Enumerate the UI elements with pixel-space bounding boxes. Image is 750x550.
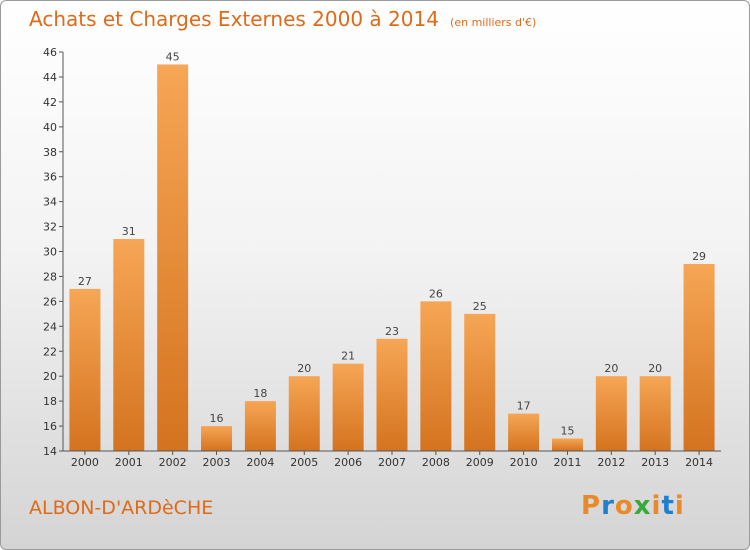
bar bbox=[551, 438, 583, 451]
bar bbox=[244, 401, 276, 451]
logo-letter: r bbox=[601, 491, 615, 521]
y-tick-label: 16 bbox=[43, 420, 57, 433]
bar bbox=[376, 338, 408, 451]
y-tick-label: 26 bbox=[43, 295, 57, 308]
data-label: 15 bbox=[560, 425, 574, 438]
data-label: 20 bbox=[648, 362, 662, 375]
x-tick-label: 2004 bbox=[246, 456, 274, 469]
y-tick-label: 44 bbox=[43, 71, 57, 84]
x-tick-label: 2011 bbox=[553, 456, 581, 469]
logo-letter: x bbox=[633, 491, 652, 521]
x-tick-label: 2000 bbox=[71, 456, 99, 469]
y-tick-label: 38 bbox=[43, 146, 57, 159]
bar bbox=[508, 413, 540, 451]
data-label: 26 bbox=[429, 287, 443, 300]
data-label: 25 bbox=[473, 300, 487, 313]
chart-title: Achats et Charges Externes 2000 à 2014 bbox=[29, 7, 439, 31]
bar bbox=[157, 64, 189, 451]
x-tick-label: 2012 bbox=[597, 456, 625, 469]
data-label: 16 bbox=[210, 412, 224, 425]
data-label: 18 bbox=[253, 387, 267, 400]
logo-letter: i bbox=[651, 491, 662, 521]
y-tick-label: 28 bbox=[43, 270, 57, 283]
chart-title-block: Achats et Charges Externes 2000 à 2014 (… bbox=[29, 7, 536, 31]
y-tick-label: 22 bbox=[43, 345, 57, 358]
y-tick-label: 18 bbox=[43, 395, 57, 408]
x-axis: 2000 2001 2002 2003 2004 2005 2006 2007 2008 2009… bbox=[63, 450, 721, 469]
data-label: 17 bbox=[517, 400, 531, 413]
x-tick-label: 2003 bbox=[203, 456, 231, 469]
x-tick-label: 2001 bbox=[115, 456, 143, 469]
data-label: 31 bbox=[122, 225, 136, 238]
x-tick-label: 2002 bbox=[159, 456, 187, 469]
y-tick-label: 32 bbox=[43, 221, 57, 234]
data-label: 45 bbox=[166, 50, 180, 63]
bar bbox=[464, 313, 496, 451]
x-tick-label: 2009 bbox=[466, 456, 494, 469]
data-label: 23 bbox=[385, 325, 399, 338]
bars: 27 31 45 16 18 20 21 23 26 25 17 15 20 20 29 bbox=[69, 50, 715, 451]
bar bbox=[332, 363, 364, 451]
y-tick-label: 20 bbox=[43, 370, 57, 383]
y-tick-label: 46 bbox=[43, 46, 57, 59]
bar bbox=[288, 376, 320, 451]
x-tick-label: 2013 bbox=[641, 456, 669, 469]
chart-subtitle: (en milliers d'€) bbox=[450, 16, 537, 29]
x-tick-label: 2005 bbox=[290, 456, 318, 469]
y-tick-label: 36 bbox=[43, 171, 57, 184]
x-tick-label: 2007 bbox=[378, 456, 406, 469]
logo-letter: t bbox=[661, 491, 675, 521]
y-tick-label: 14 bbox=[43, 445, 57, 458]
data-label: 20 bbox=[297, 362, 311, 375]
bar bbox=[69, 288, 101, 451]
y-tick-label: 24 bbox=[43, 320, 57, 333]
y-tick-label: 42 bbox=[43, 96, 57, 109]
data-label: 27 bbox=[78, 275, 92, 288]
proxiti-logo: Proxiti bbox=[581, 491, 685, 521]
logo-letter: P bbox=[581, 491, 602, 521]
bar bbox=[595, 376, 627, 451]
bar bbox=[113, 239, 145, 451]
x-tick-label: 2010 bbox=[510, 456, 538, 469]
place-name: ALBON-D'ARDèCHE bbox=[29, 497, 214, 519]
bar bbox=[201, 426, 233, 451]
data-label: 21 bbox=[341, 350, 355, 363]
data-label: 20 bbox=[604, 362, 618, 375]
y-tick-label: 40 bbox=[43, 121, 57, 134]
y-tick-label: 34 bbox=[43, 196, 57, 209]
bar bbox=[420, 301, 452, 451]
y-tick-label: 30 bbox=[43, 246, 57, 259]
bar bbox=[683, 263, 715, 451]
data-label: 29 bbox=[692, 250, 706, 263]
x-tick-label: 2014 bbox=[685, 456, 713, 469]
y-axis: 14 16 18 20 22 24 26 28 30 32 34 36 38 40 42 44 46 bbox=[43, 46, 64, 458]
logo-letter: i bbox=[674, 491, 685, 521]
bar bbox=[639, 376, 671, 451]
logo-letter: o bbox=[614, 491, 634, 521]
x-tick-label: 2006 bbox=[334, 456, 362, 469]
x-tick-label: 2008 bbox=[422, 456, 450, 469]
